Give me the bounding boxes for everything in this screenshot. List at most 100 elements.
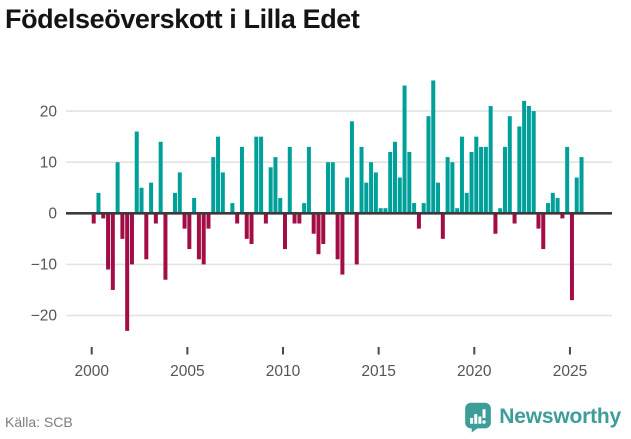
bar [512, 213, 517, 224]
bar [106, 213, 111, 270]
bar [397, 177, 402, 214]
y-axis-label: 0 [48, 206, 57, 223]
bar [134, 131, 139, 214]
bar [555, 197, 560, 214]
bar [187, 213, 192, 250]
x-axis-label: 2020 [457, 363, 492, 380]
chart-title: Födelseöverskott i Lilla Edet [5, 4, 360, 34]
bar [345, 177, 350, 214]
bar [326, 162, 331, 214]
bar [526, 105, 531, 214]
bar [144, 213, 149, 260]
bar [163, 213, 168, 280]
bar [426, 116, 431, 214]
bar [560, 213, 565, 219]
bar [450, 162, 455, 214]
bar [546, 203, 551, 214]
newsworthy-logo-text: Newsworthy [499, 405, 621, 428]
bar [469, 151, 474, 214]
bar [335, 213, 340, 260]
bar [445, 157, 450, 214]
y-axis-label: 20 [40, 103, 58, 120]
bar [431, 80, 436, 214]
bar [416, 213, 421, 229]
bar [206, 213, 211, 229]
bar [196, 213, 201, 260]
bar [412, 203, 417, 214]
bar [479, 146, 484, 214]
bar [216, 136, 221, 214]
bar [211, 157, 216, 214]
x-axis-label: 2000 [74, 363, 109, 380]
x-axis-label: 2025 [553, 363, 587, 380]
bar [153, 213, 158, 224]
bar [359, 146, 364, 214]
bar [220, 172, 225, 214]
bar [502, 146, 507, 214]
bar [421, 203, 426, 214]
bar [91, 213, 96, 224]
bar [531, 111, 536, 214]
bar [393, 141, 397, 214]
bar [235, 213, 240, 224]
source-note: Källa: SCB [5, 414, 73, 430]
bar [292, 213, 297, 224]
bar [192, 197, 197, 214]
bar [283, 213, 287, 250]
bar [306, 146, 311, 214]
y-axis-label: 10 [40, 154, 58, 171]
bar [440, 213, 445, 239]
bar [259, 136, 264, 214]
bar [287, 146, 292, 214]
x-axis-label: 2010 [266, 363, 301, 380]
bar [239, 146, 244, 214]
bar [273, 157, 278, 214]
bar [402, 85, 407, 214]
bar [522, 100, 527, 214]
bar [244, 213, 249, 239]
bar [149, 182, 154, 214]
bar [550, 192, 555, 214]
bar [263, 213, 268, 224]
bar [388, 151, 393, 214]
bar [574, 177, 579, 214]
x-axis-label: 2015 [361, 363, 395, 380]
bar [182, 213, 187, 229]
bar [378, 208, 383, 214]
bar [125, 213, 130, 331]
bar [254, 136, 259, 214]
bar [493, 213, 498, 234]
y-axis-label: −20 [31, 308, 58, 325]
bar [158, 141, 163, 214]
y-axis-label: −10 [31, 257, 58, 274]
bar [373, 172, 378, 214]
bar [278, 197, 283, 214]
bar [129, 213, 134, 265]
bar [459, 136, 464, 214]
bar [498, 208, 503, 214]
bar [565, 146, 570, 214]
newsworthy-icon [465, 402, 492, 433]
bar [230, 203, 235, 214]
bar [507, 116, 512, 214]
bar [139, 187, 144, 214]
bar [115, 162, 120, 214]
bar [321, 213, 326, 244]
bar [110, 213, 115, 290]
bar [297, 213, 302, 224]
bar [569, 213, 574, 301]
bar [536, 213, 541, 229]
bar [436, 182, 441, 214]
bar [455, 208, 460, 214]
bar [383, 208, 388, 214]
bar [483, 146, 488, 214]
bar [201, 213, 206, 265]
x-axis-label: 2005 [170, 363, 204, 380]
bar [349, 121, 354, 214]
bar [101, 213, 106, 219]
bar [517, 126, 522, 214]
bar [302, 203, 307, 214]
bar [177, 172, 182, 214]
